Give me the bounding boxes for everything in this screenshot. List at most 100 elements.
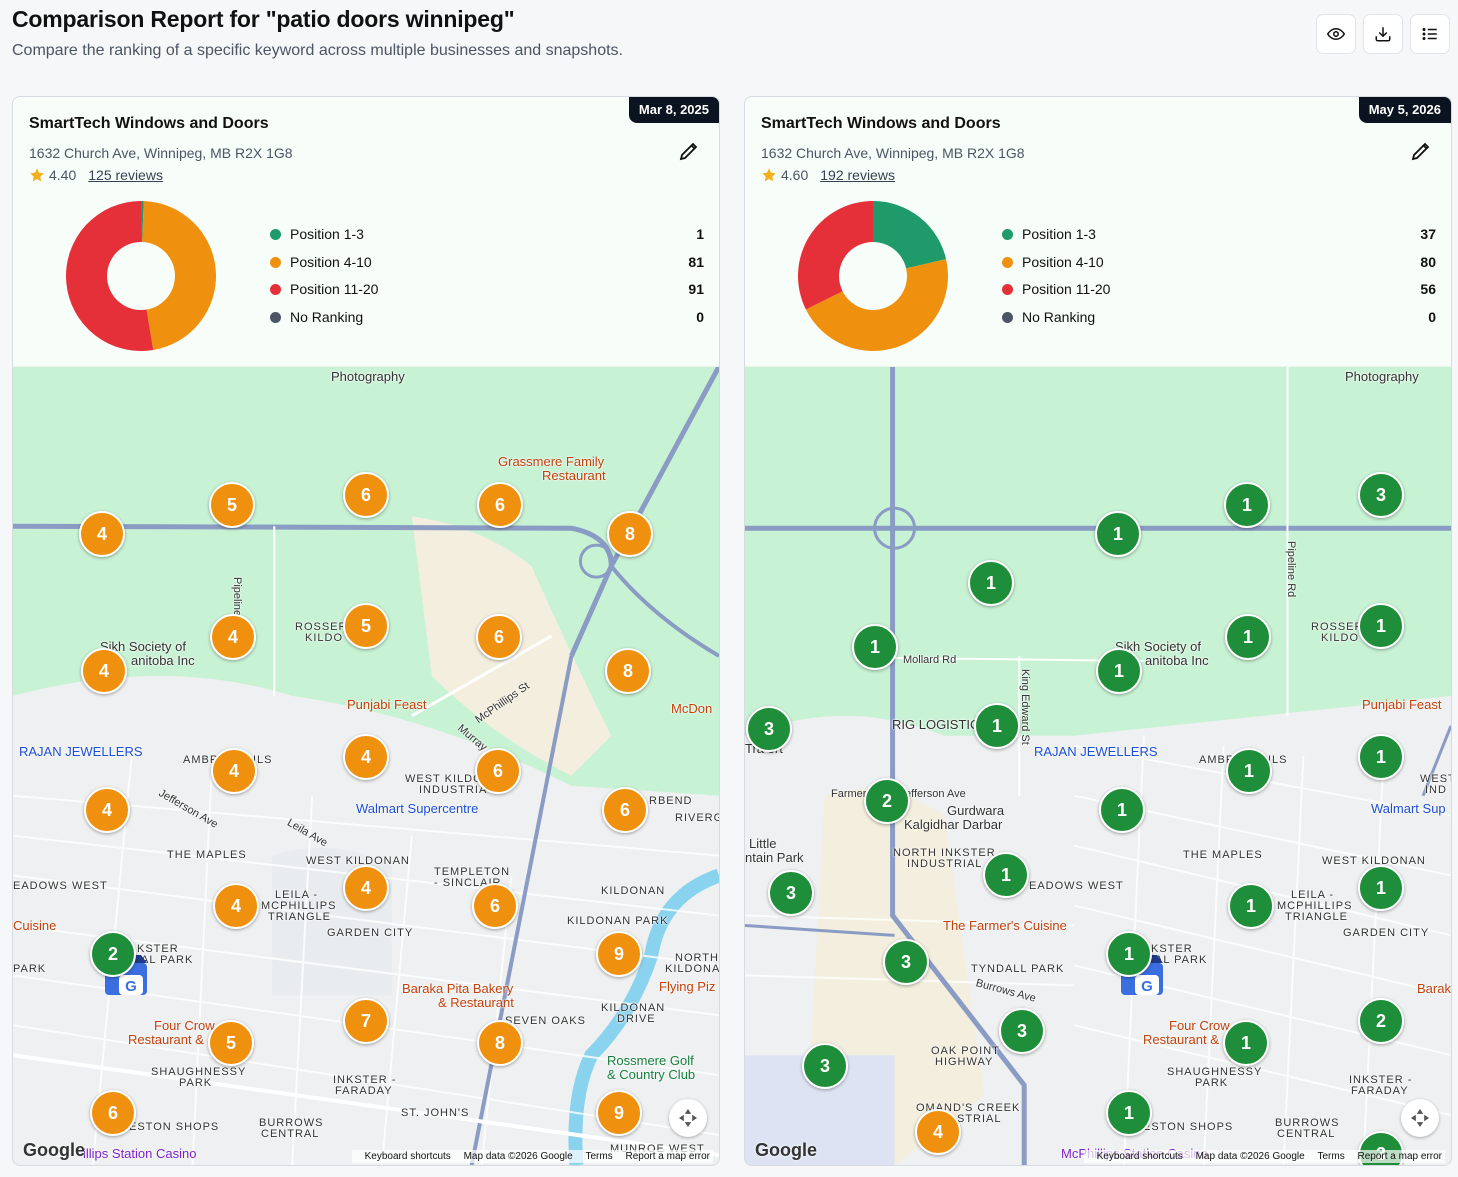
rank-marker[interactable]: 6 bbox=[343, 472, 389, 518]
rank-marker[interactable]: 6 bbox=[602, 787, 648, 833]
download-button[interactable] bbox=[1363, 14, 1403, 54]
map-label: ESTON SHOPS bbox=[129, 1121, 220, 1133]
edit-icon[interactable] bbox=[1409, 139, 1433, 163]
rank-marker[interactable]: 3 bbox=[746, 706, 792, 752]
map-label: PARK bbox=[1195, 1077, 1229, 1089]
rank-marker[interactable]: 8 bbox=[607, 511, 653, 557]
list-view-button[interactable] bbox=[1410, 14, 1450, 54]
rank-marker[interactable]: 1 bbox=[974, 703, 1020, 749]
rank-marker[interactable]: 4 bbox=[210, 614, 256, 660]
rank-marker[interactable]: 1 bbox=[1099, 787, 1145, 833]
map-label: HIGHWAY bbox=[935, 1056, 994, 1068]
rank-marker[interactable]: 4 bbox=[81, 648, 127, 694]
map-label: & Restaurant bbox=[438, 995, 514, 1010]
rank-marker[interactable]: 8 bbox=[605, 648, 651, 694]
reviews-link[interactable]: 125 reviews bbox=[88, 167, 163, 183]
map-label: SEVEN OAKS bbox=[505, 1015, 586, 1027]
rank-marker[interactable]: 4 bbox=[343, 865, 389, 911]
rank-marker[interactable]: 4 bbox=[213, 883, 259, 929]
map-data-text: Map data ©2026 Google bbox=[463, 1151, 573, 1162]
map-label: Sikh Society of bbox=[100, 639, 186, 654]
map-label: KILDONAN bbox=[665, 963, 720, 975]
rank-marker[interactable]: 9 bbox=[596, 1090, 642, 1136]
map-label: KILDO bbox=[305, 632, 344, 644]
rank-marker[interactable]: 1 bbox=[1224, 482, 1270, 528]
ranking-donut-chart bbox=[798, 201, 948, 351]
rank-marker[interactable]: 3 bbox=[999, 1008, 1045, 1054]
map-label: Sikh Society of bbox=[1115, 639, 1201, 654]
ranking-legend: Position 1-3 1 Position 4-10 81 Position 1… bbox=[270, 225, 704, 335]
preview-button[interactable] bbox=[1316, 14, 1356, 54]
keyboard-shortcuts-link[interactable]: Keyboard shortcuts bbox=[1096, 1151, 1183, 1162]
rank-marker[interactable]: 1 bbox=[1096, 648, 1142, 694]
rank-marker[interactable]: 1 bbox=[1358, 865, 1404, 911]
rank-marker[interactable]: 6 bbox=[475, 748, 521, 794]
legend-dot bbox=[270, 256, 281, 268]
rank-marker[interactable]: 6 bbox=[477, 482, 523, 528]
map-label: AMBR bbox=[183, 754, 219, 766]
map-attribution: Keyboard shortcuts Map data ©2026 Google… bbox=[1083, 1150, 1445, 1163]
legend-row: No Ranking 0 bbox=[270, 308, 704, 336]
rank-marker[interactable]: 1 bbox=[1358, 734, 1404, 780]
map-label: Four Crow bbox=[154, 1018, 215, 1033]
report-error-link[interactable]: Report a map error bbox=[1357, 1151, 1442, 1162]
map-label: WEST KILDONAN bbox=[306, 855, 410, 867]
rank-marker[interactable]: 6 bbox=[90, 1090, 136, 1136]
rank-marker[interactable]: 1 bbox=[1106, 1090, 1152, 1136]
rank-marker[interactable]: 1 bbox=[1225, 614, 1271, 660]
report-error-link[interactable]: Report a map error bbox=[625, 1151, 710, 1162]
rank-marker[interactable]: 1 bbox=[1106, 931, 1152, 977]
rank-marker[interactable]: 1 bbox=[852, 624, 898, 670]
rank-marker[interactable]: 2 bbox=[864, 778, 910, 824]
list-icon bbox=[1422, 28, 1437, 40]
rank-marker[interactable]: 1 bbox=[983, 852, 1029, 898]
rank-marker[interactable]: 1 bbox=[1228, 883, 1274, 929]
rank-marker[interactable]: 1 bbox=[1095, 511, 1141, 557]
rank-marker[interactable]: 1 bbox=[968, 560, 1014, 606]
reviews-link[interactable]: 192 reviews bbox=[820, 167, 895, 183]
fullscreen-icon bbox=[678, 1108, 698, 1128]
rank-marker[interactable]: 1 bbox=[1226, 748, 1272, 794]
rating-value: 4.60 bbox=[781, 167, 809, 183]
rank-marker[interactable]: 4 bbox=[211, 748, 257, 794]
rank-marker[interactable]: 4 bbox=[84, 787, 130, 833]
rank-marker[interactable]: 4 bbox=[79, 511, 125, 557]
rank-marker[interactable]: 9 bbox=[596, 931, 642, 977]
rank-marker[interactable]: 1 bbox=[1223, 1020, 1269, 1066]
legend-dot bbox=[270, 311, 281, 323]
terms-link[interactable]: Terms bbox=[585, 1151, 613, 1162]
rank-marker[interactable]: 3 bbox=[883, 939, 929, 985]
rank-marker[interactable]: 5 bbox=[208, 1020, 254, 1066]
map-label: RBEND bbox=[649, 795, 693, 807]
map-label: KILDONAN PARK bbox=[567, 915, 669, 927]
rank-marker[interactable]: 6 bbox=[472, 883, 518, 929]
rank-marker[interactable]: 1 bbox=[1358, 603, 1404, 649]
fullscreen-button[interactable] bbox=[1401, 1099, 1439, 1137]
rank-marker[interactable]: 8 bbox=[477, 1020, 523, 1066]
rank-marker[interactable]: 2 bbox=[90, 931, 136, 977]
page-header: Comparison Report for "patio doors winni… bbox=[12, 6, 1452, 66]
map-label: IAL PARK bbox=[137, 954, 194, 966]
rank-marker[interactable]: 5 bbox=[343, 603, 389, 649]
rank-marker[interactable]: 3 bbox=[768, 870, 814, 916]
fullscreen-button[interactable] bbox=[669, 1099, 707, 1137]
rank-marker[interactable]: 4 bbox=[915, 1109, 961, 1155]
keyboard-shortcuts-link[interactable]: Keyboard shortcuts bbox=[364, 1151, 451, 1162]
map-label: Pipeline Rd bbox=[1285, 541, 1297, 598]
edit-icon[interactable] bbox=[677, 139, 701, 163]
rank-marker[interactable]: 2 bbox=[1358, 998, 1404, 1044]
rank-marker[interactable]: 7 bbox=[343, 998, 389, 1044]
map-label: RAJAN JEWELLERS bbox=[1034, 744, 1158, 759]
rank-marker[interactable]: 4 bbox=[343, 734, 389, 780]
rank-marker[interactable]: 5 bbox=[209, 482, 255, 528]
map-label: IAL PARK bbox=[1151, 954, 1208, 966]
legend-dot bbox=[270, 284, 281, 296]
terms-link[interactable]: Terms bbox=[1317, 1151, 1345, 1162]
map-label: ESTON SHOPS bbox=[1143, 1121, 1234, 1133]
legend-dot bbox=[1002, 284, 1013, 296]
rank-marker[interactable]: 6 bbox=[476, 614, 522, 660]
legend-label: No Ranking bbox=[1022, 308, 1096, 325]
donut-segment bbox=[873, 201, 947, 269]
rank-marker[interactable]: 3 bbox=[1358, 472, 1404, 518]
rank-marker[interactable]: 3 bbox=[802, 1043, 848, 1089]
